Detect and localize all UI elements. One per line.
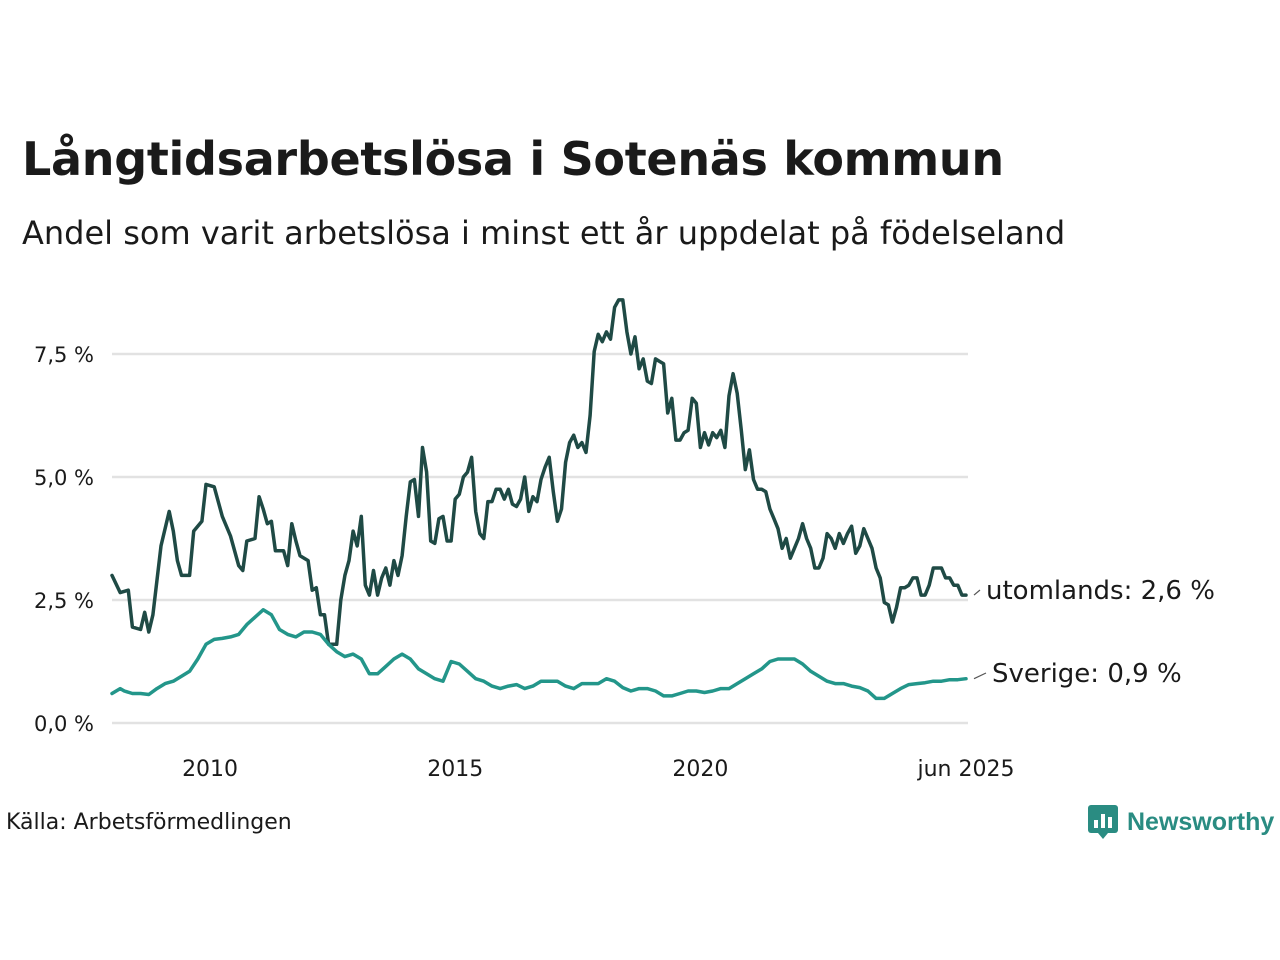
y-axis-tick-labels: 0,0 % 2,5 % 5,0 % 7,5 % xyxy=(34,343,94,736)
x-tick-label: 2015 xyxy=(427,757,483,782)
series-end-label-utomlands: utomlands: 2,6 % xyxy=(986,576,1215,606)
series-end-label-sverige: Sverige: 0,9 % xyxy=(992,659,1182,689)
chart-title: Långtidsarbetslösa i Sotenäs kommun xyxy=(22,132,1004,186)
label-leader-line xyxy=(973,589,981,596)
newsworthy-logo-icon xyxy=(1088,805,1118,839)
x-axis-tick-labels: 2010 2015 2020 jun 2025 xyxy=(182,757,1014,782)
label-leader-line xyxy=(973,672,987,680)
y-tick-label: 0,0 % xyxy=(34,712,94,736)
source-note: Källa: Arbetsförmedlingen xyxy=(6,810,292,835)
y-tick-label: 7,5 % xyxy=(34,343,94,367)
brand-name: Newsworthy xyxy=(1127,807,1275,836)
x-tick-label: jun 2025 xyxy=(917,757,1015,782)
series-lines xyxy=(110,298,968,701)
chart-subtitle: Andel som varit arbetslösa i minst ett å… xyxy=(22,214,1066,252)
y-tick-label: 5,0 % xyxy=(34,466,94,490)
x-tick-label: 2020 xyxy=(672,757,728,782)
series-end-labels: utomlands: 2,6 % Sverige: 0,9 % xyxy=(973,576,1215,689)
series-line-utomlands xyxy=(110,298,968,647)
brand-logo: Newsworthy xyxy=(1088,802,1274,842)
y-tick-label: 2,5 % xyxy=(34,589,94,613)
x-tick-label: 2010 xyxy=(182,757,238,782)
series-line-sverige xyxy=(110,608,968,701)
